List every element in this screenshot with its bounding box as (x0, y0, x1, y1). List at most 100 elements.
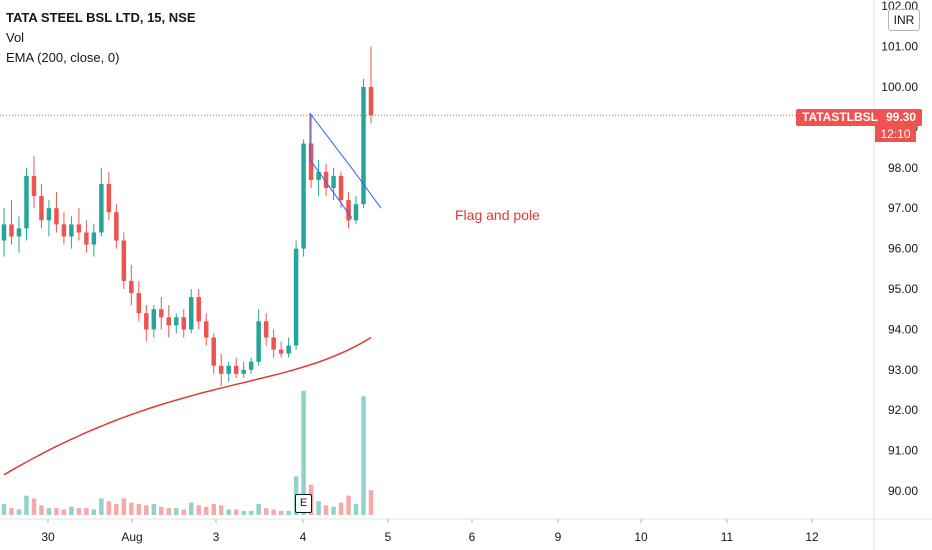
candle-body (24, 176, 29, 229)
x-tick-label: 11 (721, 530, 734, 544)
volume-bar (84, 508, 89, 515)
volume-bar (204, 507, 209, 515)
y-tick-label: 94.00 (888, 322, 918, 336)
candle-body (346, 200, 351, 220)
y-tick-label: 100.00 (881, 80, 918, 94)
volume-bar (114, 504, 119, 515)
x-tick-label: 9 (555, 530, 562, 544)
volume-bar (279, 511, 284, 515)
volume-bar (9, 508, 14, 515)
y-tick-label: 93.00 (888, 363, 918, 377)
volume-bar (17, 509, 22, 515)
candle-body (204, 321, 209, 337)
earnings-badge[interactable]: E (295, 494, 312, 513)
candle-body (369, 87, 374, 115)
candle-body (62, 224, 67, 236)
volume-bar (316, 501, 321, 515)
chart-legend: TATA STEEL BSL LTD, 15, NSE Vol EMA (200… (6, 8, 195, 68)
volume-bar (92, 509, 97, 515)
y-tick-label: 90.00 (888, 484, 918, 498)
volume-bar (256, 504, 261, 515)
volume-bar (226, 509, 231, 515)
volume-indicator-label[interactable]: Vol (6, 28, 195, 48)
volume-bar (234, 509, 239, 515)
volume-bar (77, 508, 82, 515)
volume-bar (167, 508, 172, 515)
x-tick-label: 10 (634, 530, 648, 544)
candle-body (77, 224, 82, 232)
candle-body (9, 224, 14, 236)
volume-bar (271, 509, 276, 515)
volume-bar (32, 498, 37, 515)
candle-body (271, 337, 276, 349)
volume-bar (24, 496, 29, 515)
candle-body (84, 232, 89, 244)
currency-button[interactable]: INR (888, 9, 920, 31)
candle-body (167, 317, 172, 325)
candle-body (152, 309, 157, 329)
candle-body (174, 317, 179, 325)
candle-body (189, 297, 194, 329)
candle-body (107, 184, 112, 212)
candle-body (279, 350, 284, 354)
candle-body (211, 337, 216, 365)
volume-bar (47, 508, 52, 515)
candle-body (301, 144, 306, 249)
candle-body (159, 309, 164, 317)
volume-bar (69, 507, 74, 515)
last-price-tag: TATASTLBSL 99.30 (796, 109, 922, 126)
candle-body (69, 224, 74, 236)
candle-body (2, 224, 7, 240)
volume-bar (369, 490, 374, 515)
candle-body (294, 249, 299, 346)
volume-bar (122, 498, 127, 515)
volume-bar (241, 511, 246, 515)
candle-body (286, 346, 291, 354)
volume-bar (324, 505, 329, 515)
flag-lower-line (310, 160, 352, 219)
volume-bar (62, 509, 67, 515)
flag-upper-line (310, 113, 356, 174)
symbol-title[interactable]: TATA STEEL BSL LTD, 15, NSE (6, 8, 195, 28)
x-tick-label: Aug (121, 530, 142, 544)
volume-bar (54, 508, 59, 515)
volume-bar (144, 505, 149, 515)
candle-body (47, 208, 52, 220)
candle-body (196, 297, 201, 321)
price-tag-value: 99.30 (886, 110, 916, 124)
candle-body (137, 293, 142, 313)
candle-body (241, 370, 246, 374)
candle-body (226, 366, 231, 374)
volume-bar (129, 503, 134, 515)
x-tick-label: 4 (300, 530, 307, 544)
x-tick-label: 5 (385, 530, 392, 544)
x-tick-label: 12 (805, 530, 819, 544)
volume-bar (99, 498, 104, 515)
candle-body (39, 196, 44, 220)
y-tick-label: 101.00 (881, 40, 918, 54)
candle-body (54, 208, 59, 224)
pattern-annotation[interactable]: Flag and pole (455, 207, 540, 223)
candle-body (92, 232, 97, 244)
volume-bar (107, 501, 112, 515)
volume-bar (159, 507, 164, 515)
candle-body (32, 176, 37, 196)
candle-body (249, 362, 254, 370)
x-tick-label: 3 (213, 530, 220, 544)
flag-upper-extension (356, 174, 381, 208)
x-tick-label: 30 (41, 530, 55, 544)
volume-bar (137, 504, 142, 515)
candle-body (264, 321, 269, 337)
candle-body (219, 366, 224, 374)
price-tag-symbol: TATASTLBSL (802, 110, 878, 124)
candle-body (182, 317, 187, 329)
candle-body (99, 184, 104, 232)
y-tick-label: 98.00 (888, 161, 918, 175)
candle-body (234, 366, 239, 374)
volume-bar (249, 511, 254, 515)
volume-bar (189, 503, 194, 515)
ema-indicator-label[interactable]: EMA (200, close, 0) (6, 48, 195, 68)
volume-bar (196, 505, 201, 515)
